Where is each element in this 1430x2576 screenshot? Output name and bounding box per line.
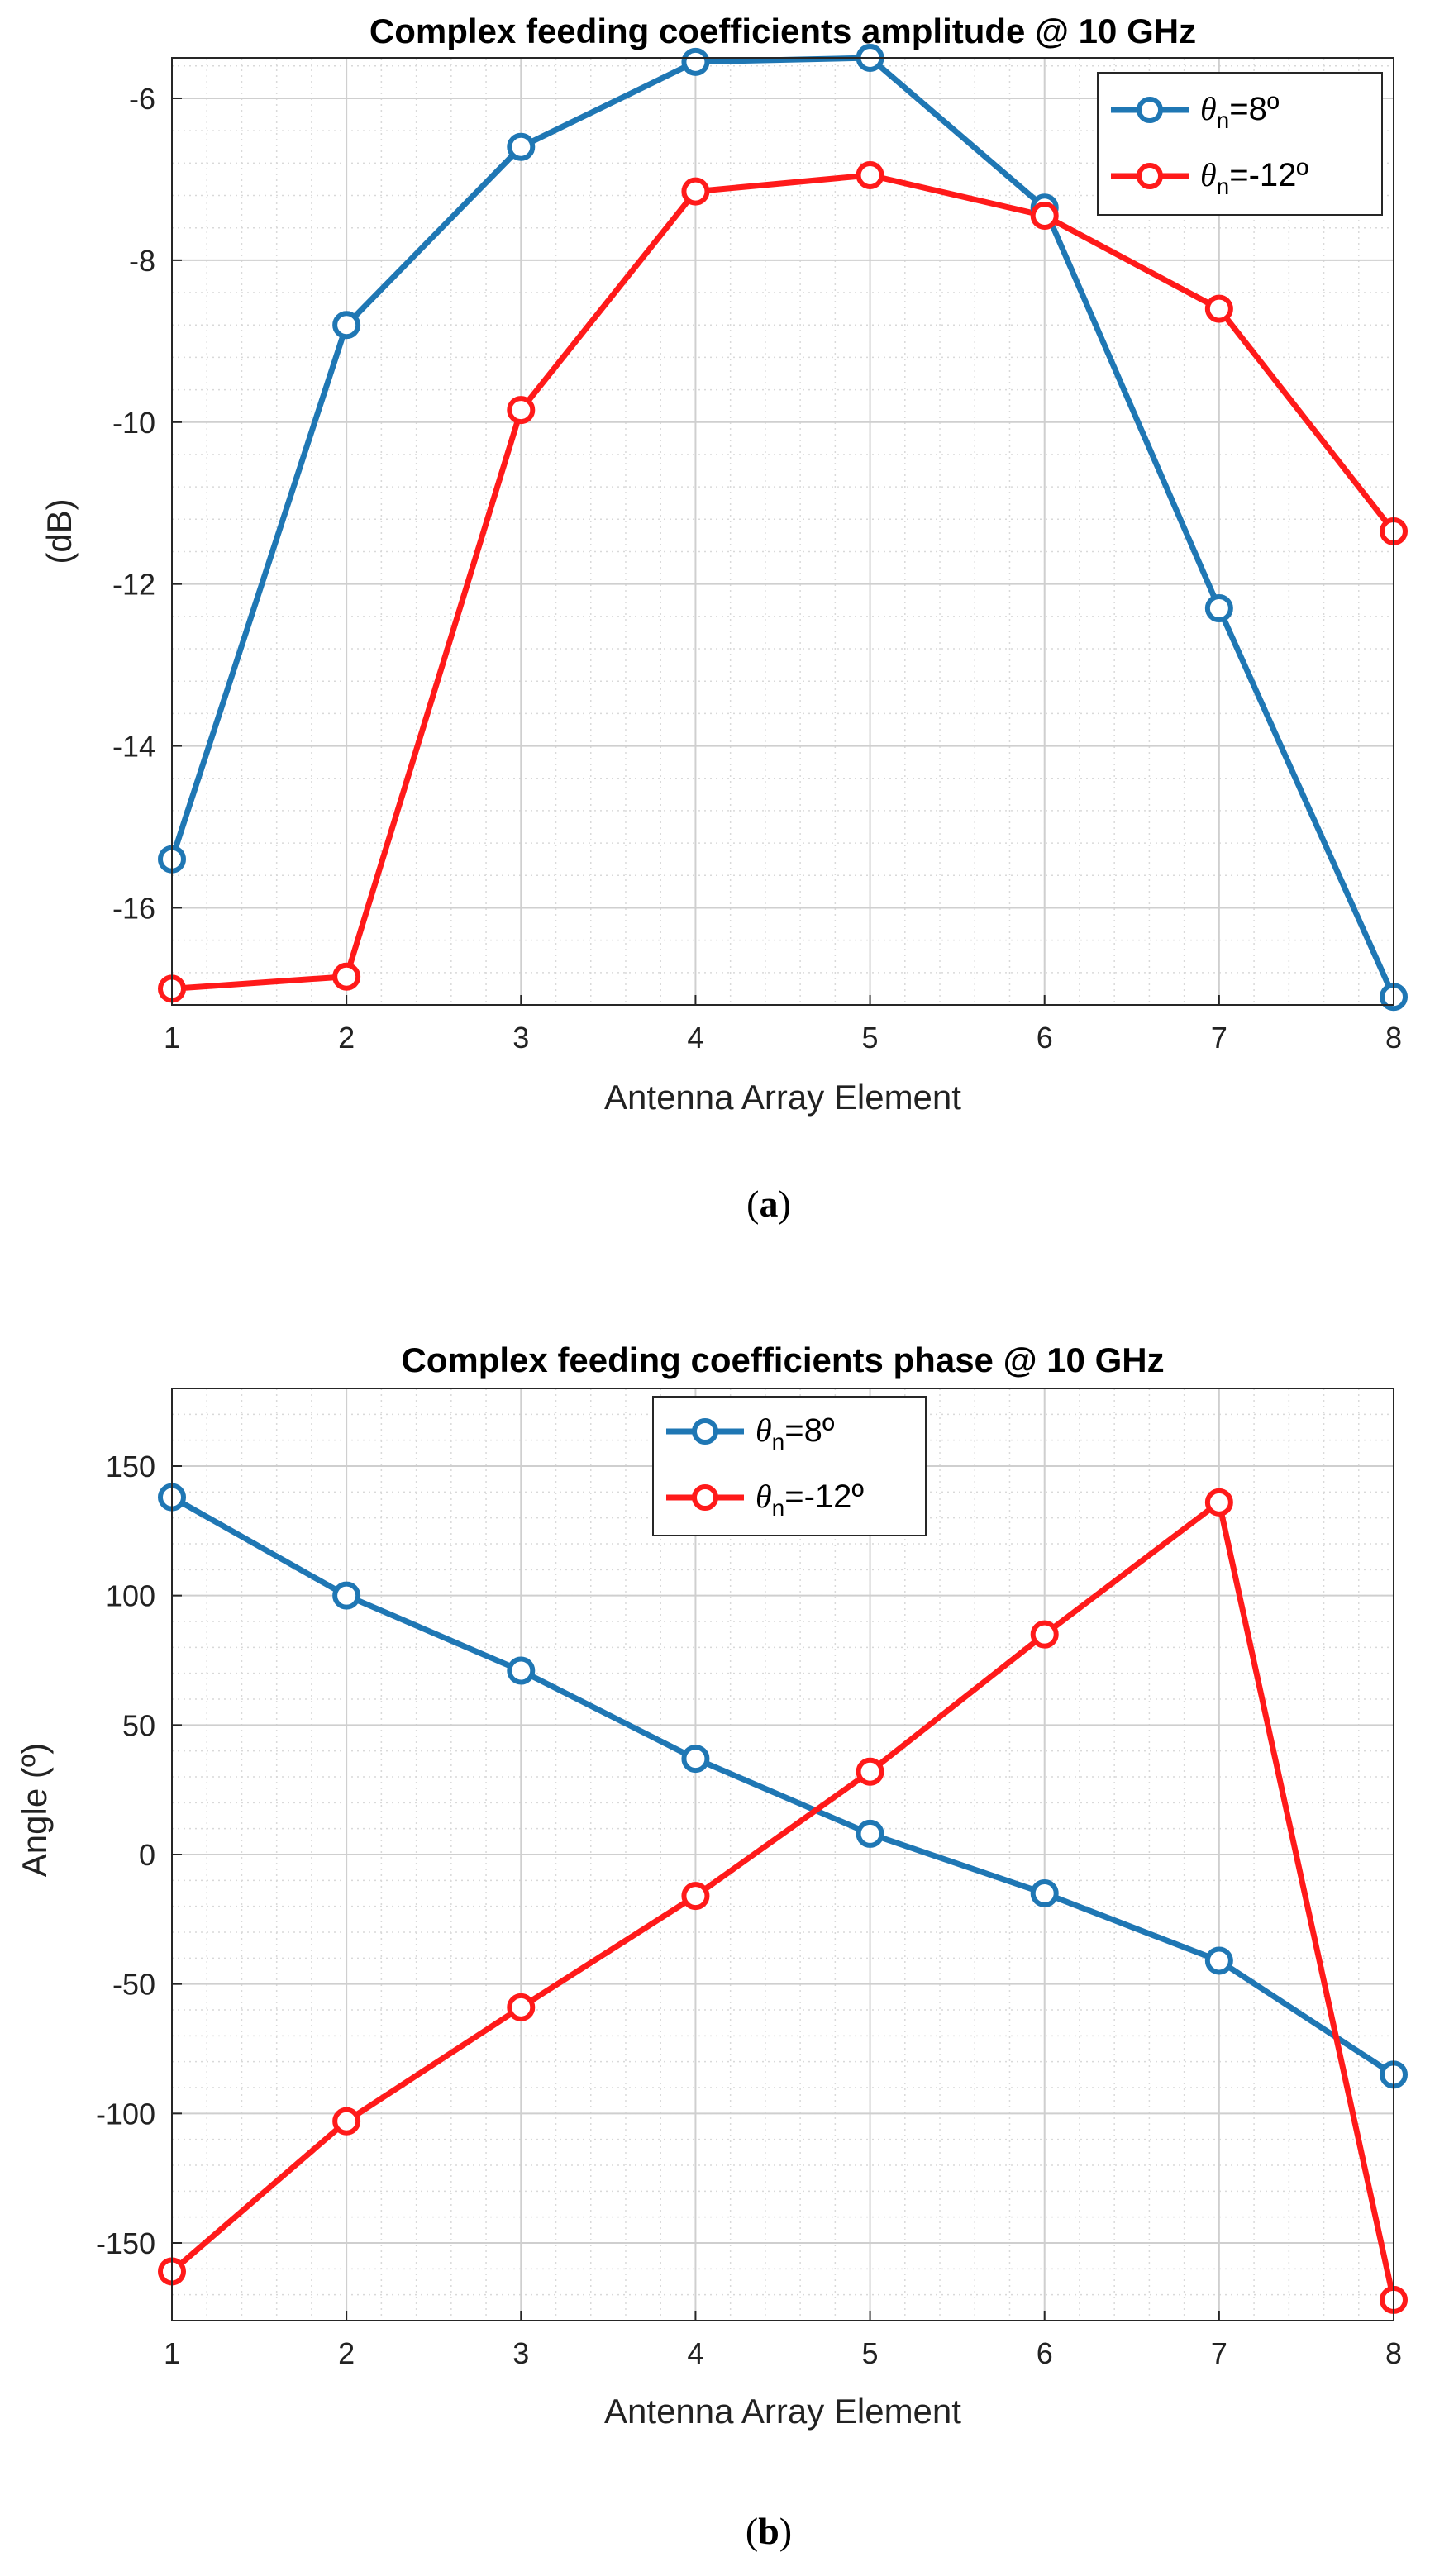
legend-label-series-1: θn=8º <box>756 1412 835 1455</box>
legend: θn=8º θn=-12º <box>652 1396 927 1536</box>
phase-chart: 1 2 3 4 5 6 7 8 150 100 50 0 -50 -100 -150 Complex fe… <box>15 1340 1408 2552</box>
legend-marker-series-1 <box>1137 97 1163 123</box>
y-tick-label: -10 <box>112 406 155 440</box>
series-layer <box>158 44 1408 1012</box>
x-tick-label: 4 <box>687 1021 703 1055</box>
x-tick-label: 8 <box>1385 2336 1402 2370</box>
x-tick-labels: 1 2 3 4 5 6 7 8 <box>164 2336 1402 2370</box>
series-2-point <box>507 396 536 425</box>
x-tick-label: 1 <box>164 2336 180 2370</box>
y-tick-label: -6 <box>129 82 155 116</box>
series-1-point <box>332 311 361 340</box>
x-tick-label: 3 <box>512 2336 529 2370</box>
series-2-point <box>856 161 884 190</box>
x-tick-label: 7 <box>1211 2336 1227 2370</box>
x-tick-label: 8 <box>1385 1021 1402 1055</box>
series-2-point <box>1030 1620 1059 1649</box>
y-tick-label: 100 <box>106 1579 155 1613</box>
y-tick-label: 50 <box>122 1708 155 1742</box>
series-1-point <box>507 132 536 161</box>
y-tick-labels: 150 100 50 0 -50 -100 -150 <box>96 1450 155 2260</box>
x-tick-label: 5 <box>862 2336 879 2370</box>
y-tick-label: 150 <box>106 1450 155 1483</box>
y-tick-label: -100 <box>96 2097 155 2131</box>
chart-title: Complex feeding coefficients amplitude @… <box>369 12 1196 50</box>
series-2-point <box>681 1882 710 1911</box>
legend-box <box>652 1396 927 1536</box>
x-tick-label: 2 <box>338 2336 355 2370</box>
x-tick-label: 6 <box>1037 2336 1053 2370</box>
series-1-point <box>1030 1879 1059 1907</box>
y-tick-labels: -6 -8 -10 -12 -14 -16 <box>112 82 155 925</box>
y-tick-label: -50 <box>112 1968 155 2002</box>
y-axis-label: Angle (º) <box>15 1743 54 1877</box>
series-1-point <box>681 1745 710 1774</box>
axes-box <box>171 1388 1394 2321</box>
series-1-line <box>169 55 1397 998</box>
amplitude-chart: 1 2 3 4 5 6 7 8 -6 -8 -10 -12 -14 -16 Complex feedin… <box>40 12 1408 1225</box>
x-tick-label: 5 <box>862 1021 879 1055</box>
series-2-point <box>332 962 361 991</box>
series-2-point <box>681 177 710 206</box>
series-2-line <box>169 1499 1397 2301</box>
series-2-point <box>332 2107 361 2136</box>
x-tick-label: 6 <box>1037 1021 1053 1055</box>
series-2-point <box>856 1757 884 1786</box>
x-axis-label: Antenna Array Element <box>604 1078 961 1117</box>
legend-marker-series-2 <box>692 1484 718 1511</box>
series-2-line <box>171 172 1396 992</box>
legend-label-series-2: θn=-12º <box>756 1478 864 1521</box>
series-1-point <box>1204 1946 1233 1975</box>
series-1-line <box>170 1494 1395 2078</box>
x-tick-label: 7 <box>1211 1021 1227 1055</box>
x-tick-labels: 1 2 3 4 5 6 7 8 <box>164 1021 1402 1055</box>
legend-box <box>1097 72 1383 216</box>
legend: θn=8º θn=-12º <box>1097 72 1383 216</box>
caption-b: (b) <box>746 2510 792 2552</box>
series-1-point <box>507 1656 536 1685</box>
y-tick-label: -16 <box>112 891 155 925</box>
y-tick-label: -12 <box>112 568 155 602</box>
axes-box <box>171 57 1394 1006</box>
legend-label-series-2: θn=-12º <box>1200 156 1308 199</box>
series-1-point <box>332 1581 361 1610</box>
x-tick-label: 3 <box>512 1021 529 1055</box>
series-2-point <box>1204 1488 1233 1517</box>
y-tick-label: -8 <box>129 244 155 278</box>
series-1-point <box>1204 594 1233 623</box>
series-layer <box>158 1483 1408 2314</box>
legend-marker-series-1 <box>692 1418 718 1445</box>
series-2-point <box>1204 294 1233 323</box>
series-1-point <box>681 47 710 76</box>
x-tick-label: 4 <box>687 2336 703 2370</box>
x-tick-label: 1 <box>164 1021 180 1055</box>
y-tick-label: -150 <box>96 2226 155 2260</box>
chart-title: Complex feeding coefficients phase @ 10 … <box>401 1340 1164 1379</box>
x-axis-label: Antenna Array Element <box>604 2392 961 2431</box>
legend-marker-series-2 <box>1137 163 1163 189</box>
series-2-point <box>507 1993 536 2021</box>
series-2-point <box>1030 202 1059 230</box>
caption-a: (a) <box>746 1183 791 1225</box>
legend-label-series-1: θn=8º <box>1200 90 1280 133</box>
y-tick-label: 0 <box>139 1838 155 1872</box>
y-tick-label: -14 <box>112 730 155 764</box>
series-1-point <box>856 1819 884 1848</box>
x-tick-label: 2 <box>338 1021 355 1055</box>
y-axis-label: (dB) <box>40 498 79 564</box>
